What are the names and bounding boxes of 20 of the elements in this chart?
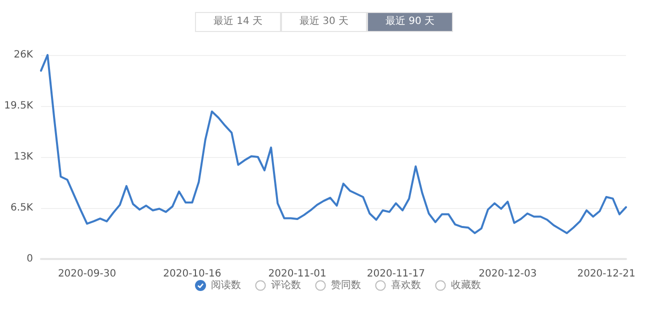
y-tick-label: 26K <box>14 50 34 60</box>
x-tick-label: 2020-11-17 <box>366 268 426 280</box>
x-tick-label: 2020-10-16 <box>163 268 222 280</box>
text: 喜欢数 <box>391 278 421 292</box>
text: 最近 14 天 <box>195 12 281 32</box>
text: 最近 90 天 <box>367 12 453 32</box>
x-tick-label: 2020-11-01 <box>268 268 326 280</box>
text: 评论数 <box>271 279 301 292</box>
text: 收藏数 <box>451 278 481 292</box>
y-tick-label: 0 <box>26 254 33 264</box>
legend-label: 阅读数 <box>211 278 241 292</box>
y-tick-label: 6.5K <box>10 202 34 214</box>
y-tick-label: 19.5K <box>4 100 34 112</box>
x-tick-label: 2020-12-21 <box>577 268 636 280</box>
y-tick-label: 13K <box>14 152 34 162</box>
line-series <box>40 54 627 234</box>
text: 最近 30 天 <box>281 12 367 32</box>
x-tick-label: 2020-12-03 <box>478 268 537 280</box>
text: 赞同数 <box>331 279 361 292</box>
x-tick-label: 2020-09-30 <box>58 268 116 280</box>
